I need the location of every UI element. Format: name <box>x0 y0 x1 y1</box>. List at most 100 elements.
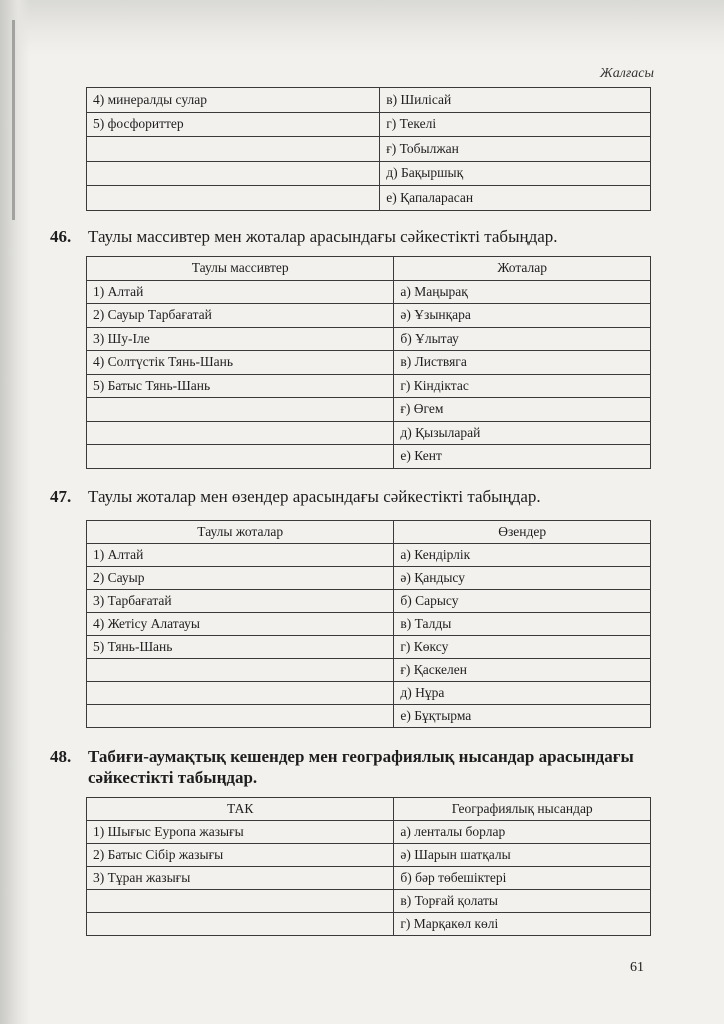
column-header: ТАК <box>85 797 395 821</box>
right-cell: в) Листвяга <box>393 350 651 375</box>
table-row: 2) Сауыр ә) Қандысу <box>85 566 651 590</box>
table-row: 4) Солтүстік Тянь-Шань в) Листвяга <box>85 350 651 375</box>
left-cell: 5) фосфориттер <box>85 111 381 137</box>
question-number: 46. <box>50 227 72 246</box>
right-cell: ғ) Өгем <box>393 397 651 422</box>
left-cell <box>85 160 381 186</box>
binding-edge <box>12 20 15 220</box>
scan-shadow-left <box>0 0 30 1024</box>
table-row: 5) Тянь-Шань г) Көксу <box>85 635 651 659</box>
continuation-label: Жалғасы <box>599 66 654 81</box>
column-header: Жоталар <box>393 256 651 281</box>
left-cell <box>85 681 395 705</box>
left-cell: 2) Сауыр <box>85 566 395 590</box>
right-cell: ғ) Тобылжан <box>379 136 651 162</box>
table-row: 1) Шығыс Еуропа жазығы а) ленталы борлар <box>85 820 651 844</box>
left-cell: 3) Тұран жазығы <box>85 866 395 890</box>
column-header: Таулы жоталар <box>85 520 395 544</box>
left-cell <box>85 136 381 162</box>
right-cell: ғ) Қаскелен <box>393 658 651 682</box>
table-row: 1) Алтай а) Маңырақ <box>85 279 651 304</box>
left-cell: 4) минералды сулар <box>85 87 381 113</box>
table-row: 2) Сауыр Тарбағатай ә) Ұзынқара <box>85 303 651 328</box>
column-header: Географиялық нысандар <box>393 797 651 821</box>
right-cell: г) Көксу <box>393 635 651 659</box>
table-row: д) Қызыларай <box>85 420 651 445</box>
table-row: ғ) Қаскелен <box>85 658 651 682</box>
left-cell: 4) Солтүстік Тянь-Шань <box>85 350 395 375</box>
right-cell: а) ленталы борлар <box>393 820 651 844</box>
question-number: 47. <box>50 487 72 506</box>
left-cell: 3) Тарбағатай <box>85 589 395 613</box>
column-header: Өзендер <box>393 520 651 544</box>
table-row: 4) минералды сулар в) Шилісай <box>85 87 651 113</box>
table-row: е) Қапаларасан <box>85 185 651 211</box>
table-row: е) Бұқтырма <box>85 704 651 728</box>
table-row: 3) Шу-Іле б) Ұлытау <box>85 326 651 351</box>
scan-shadow-top <box>0 0 724 55</box>
right-cell: д) Қызыларай <box>393 420 651 445</box>
right-cell: б) Ұлытау <box>393 326 651 351</box>
question-number: 48. <box>50 747 72 766</box>
right-cell: а) Маңырақ <box>393 279 651 304</box>
right-cell: ә) Ұзынқара <box>393 303 651 328</box>
table-row: д) Бақыршық <box>85 160 651 186</box>
question-46-table: Таулы массивтер Жоталар 1) Алтай а) Маңырақ… <box>85 256 651 469</box>
question-text: Таулы массивтер мен жоталар арасындағы с… <box>88 227 558 246</box>
right-cell: б) Сарысу <box>393 589 651 613</box>
right-cell: в) Талды <box>393 612 651 636</box>
table-header-row: Таулы массивтер Жоталар <box>85 256 651 281</box>
page-number: 61 <box>630 960 644 975</box>
right-cell: ә) Шарын шатқалы <box>393 843 651 867</box>
right-cell: ә) Қандысу <box>393 566 651 590</box>
table-row: ғ) Өгем <box>85 397 651 422</box>
left-cell: 2) Сауыр Тарбағатай <box>85 303 395 328</box>
left-cell: 1) Шығыс Еуропа жазығы <box>85 820 395 844</box>
left-cell <box>85 889 395 913</box>
left-cell <box>85 185 381 211</box>
table-row: г) Марқакөл көлі <box>85 912 651 936</box>
right-cell: д) Нұра <box>393 681 651 705</box>
question-46: 46. Таулы массивтер мен жоталар арасында… <box>50 227 650 247</box>
left-cell: 5) Тянь-Шань <box>85 635 395 659</box>
question-47-table: Таулы жоталар Өзендер 1) Алтай а) Кендірлік… <box>85 520 651 728</box>
right-cell: е) Кент <box>393 444 651 469</box>
question-text: Таулы жоталар мен өзендер арасындағы сәй… <box>88 487 541 506</box>
table-row: ғ) Тобылжан <box>85 136 651 162</box>
column-header: Таулы массивтер <box>85 256 395 281</box>
right-cell: г) Кіндіктас <box>393 373 651 398</box>
left-cell: 4) Жетісу Алатауы <box>85 612 395 636</box>
left-cell: 1) Алтай <box>85 279 395 304</box>
continued-matching-table: 4) минералды сулар в) Шилісай 5) фосфоритт… <box>85 87 651 211</box>
table-row: 2) Батыс Сібір жазығы ә) Шарын шатқалы <box>85 843 651 867</box>
table-row: 1) Алтай а) Кендірлік <box>85 543 651 567</box>
left-cell <box>85 444 395 469</box>
table-row: 4) Жетісу Алатауы в) Талды <box>85 612 651 636</box>
right-cell: е) Бұқтырма <box>393 704 651 728</box>
left-cell: 1) Алтай <box>85 543 395 567</box>
left-cell <box>85 912 395 936</box>
question-48: 48. Табиғи-аумақтық кешендер мен географ… <box>50 746 650 788</box>
right-cell: в) Торғай қолаты <box>393 889 651 913</box>
right-cell: в) Шилісай <box>379 87 651 113</box>
left-cell <box>85 420 395 445</box>
question-text: Табиғи-аумақтық кешендер мен географиялы… <box>88 747 634 787</box>
table-row: д) Нұра <box>85 681 651 705</box>
left-cell <box>85 397 395 422</box>
right-cell: г) Текелі <box>379 111 651 137</box>
left-cell <box>85 704 395 728</box>
left-cell <box>85 658 395 682</box>
table-row: 5) Батыс Тянь-Шань г) Кіндіктас <box>85 373 651 398</box>
question-47: 47. Таулы жоталар мен өзендер арасындағы… <box>50 487 650 507</box>
table-row: 3) Тұран жазығы б) бәр төбешіктері <box>85 866 651 890</box>
right-cell: б) бәр төбешіктері <box>393 866 651 890</box>
right-cell: г) Марқакөл көлі <box>393 912 651 936</box>
table-row: 3) Тарбағатай б) Сарысу <box>85 589 651 613</box>
left-cell: 2) Батыс Сібір жазығы <box>85 843 395 867</box>
table-row: е) Кент <box>85 444 651 469</box>
question-48-table: ТАК Географиялық нысандар 1) Шығыс Еуропа … <box>85 797 651 936</box>
table-row: в) Торғай қолаты <box>85 889 651 913</box>
left-cell: 3) Шу-Іле <box>85 326 395 351</box>
right-cell: е) Қапаларасан <box>379 185 651 211</box>
table-row: 5) фосфориттер г) Текелі <box>85 111 651 137</box>
